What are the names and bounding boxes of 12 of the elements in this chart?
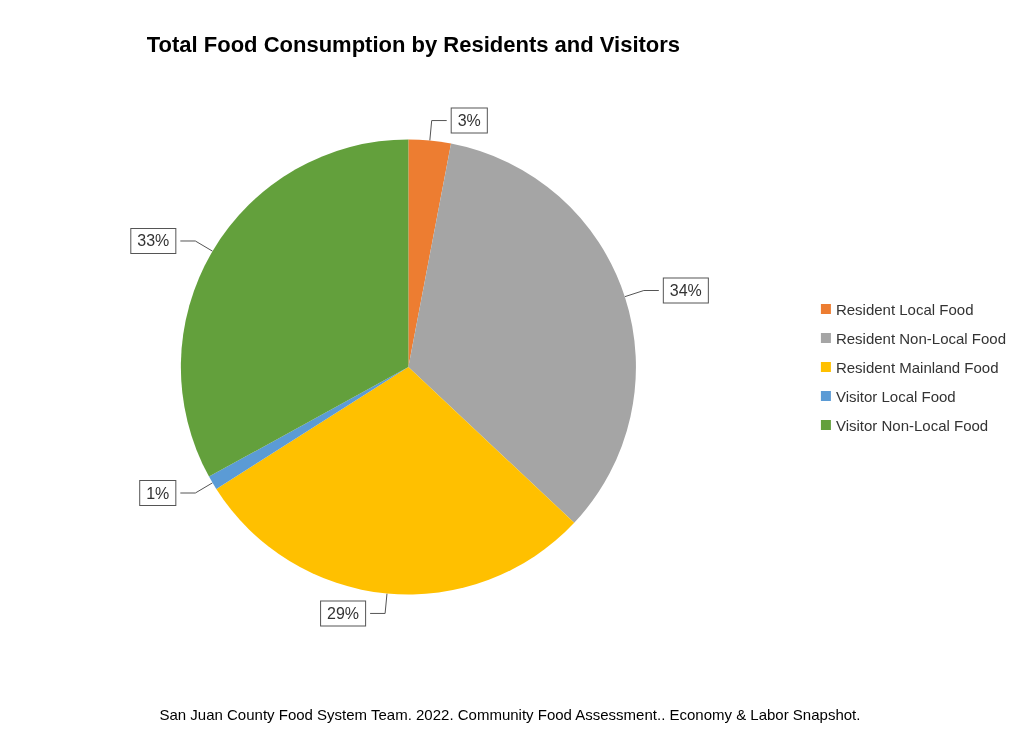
- data-label: 3%: [457, 112, 481, 130]
- text: San Juan County Food System Team. 2022. Community Food Assessment.. Economy & Labor Snapshot.: [159, 706, 861, 723]
- legend-label: Resident Mainland Food: [835, 358, 999, 376]
- data-label: 33%: [137, 232, 170, 250]
- legend-label: Visitor Local Food: [835, 387, 956, 405]
- legend-label: Resident Non-Local Food: [835, 329, 1007, 347]
- legend-label: Visitor Non-Local Food: [835, 416, 989, 434]
- data-label: 1%: [146, 484, 170, 502]
- data-label: 34%: [669, 282, 702, 300]
- legend-label: Resident Local Food: [835, 300, 974, 318]
- data-label: 29%: [327, 604, 360, 622]
- chart-title: Total Food Consumption by Residents and Visitors: [146, 31, 681, 57]
